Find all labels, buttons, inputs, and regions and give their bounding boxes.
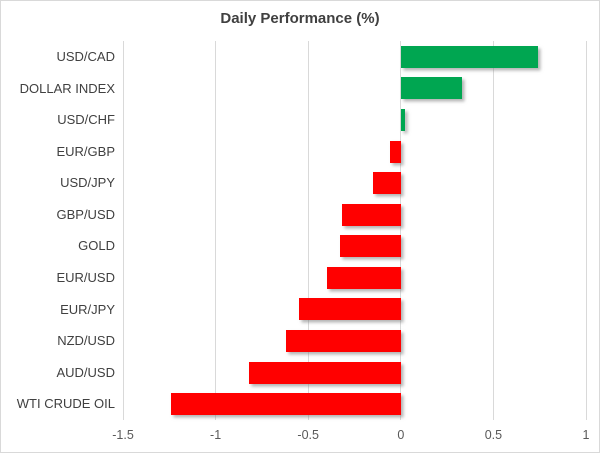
bar-eur-usd	[326, 266, 401, 289]
bar-usd-cad	[400, 45, 538, 68]
category-label-eur-usd: EUR/USD	[56, 270, 115, 286]
category-axis-labels: USD/CAD DOLLAR INDEX USD/CHF EUR/GBP USD/JPY…	[1, 41, 115, 420]
bar-dollar-index	[400, 77, 462, 100]
chart-title: Daily Performance (%)	[220, 10, 380, 27]
gridline	[492, 41, 494, 420]
bar-gbp-usd	[341, 203, 401, 226]
category-label-eur-jpy: EUR/JPY	[60, 301, 115, 317]
x-tick-label: -1.5	[112, 428, 134, 442]
category-label-aud-usd: AUD/USD	[56, 364, 115, 380]
gridline	[215, 41, 217, 420]
bar-usd-jpy	[373, 172, 401, 195]
gridline	[122, 41, 124, 420]
plot-area	[122, 41, 587, 420]
category-label-usd-cad: USD/CAD	[56, 49, 115, 64]
category-label-gold: GOLD	[78, 238, 115, 254]
bar-wti-crude-oil	[171, 393, 401, 416]
x-tick-label: 0.5	[484, 428, 503, 442]
category-label-usd-jpy: USD/JPY	[60, 175, 115, 191]
gridline	[400, 41, 402, 420]
x-tick-label: -1	[210, 428, 222, 442]
gridline	[307, 41, 309, 420]
category-label-wti-crude-oil: WTI CRUDE OIL	[16, 396, 115, 412]
bar-eur-jpy	[298, 298, 401, 321]
x-tick-label: -0.5	[297, 428, 319, 442]
bar-eur-gbp	[389, 140, 401, 163]
category-label-eur-gbp: EUR/GBP	[56, 143, 115, 159]
bar-usd-chf	[400, 108, 405, 131]
bar-aud-usd	[248, 361, 401, 384]
x-axis-tick-labels: -1.5 -1 -0.5 0 0.5 1	[112, 428, 589, 448]
bar-nzd-usd	[285, 330, 401, 353]
category-label-usd-chf: USD/CHF	[57, 112, 115, 128]
x-tick-label: 1	[582, 428, 590, 442]
x-tick-label: 0	[397, 428, 405, 442]
category-label-gbp-usd: GBP/USD	[56, 206, 115, 222]
category-label-dollar-index: DOLLAR INDEX	[19, 80, 115, 96]
category-label-nzd-usd: NZD/USD	[57, 333, 115, 349]
gridline	[585, 41, 587, 420]
bar-gold	[339, 235, 401, 258]
